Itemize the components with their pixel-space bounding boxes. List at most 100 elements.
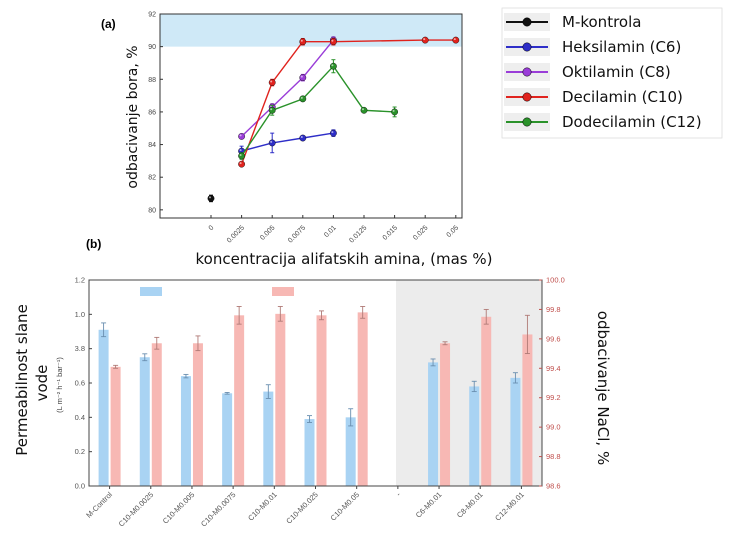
left-y-axis-label-line1: Permeabilnost slane [13,304,31,456]
data-point-highlight [239,153,242,156]
legend-entry: Dodecilamin (C12) [562,113,702,131]
data-point [238,160,246,168]
x-tick-label: C10-M0.025 [284,490,320,526]
right-tick-label: 98.6 [546,482,561,491]
x-tick-label: M-Control [84,490,114,520]
bar [139,357,150,486]
bar [180,376,191,486]
right-tick-label: 98.8 [546,452,561,461]
boron-rejection-chart: (a) 80 82 84 86 88 90 92 0 0.0025 0.005 0.0075 0.0… [101,7,723,268]
series-2 [238,129,337,157]
bar [275,313,286,486]
bar [428,362,439,486]
y-tick-label: 86 [148,109,156,116]
left-y-axis-ticks: 0.0 0.2 0.4 0.6 3.8 1.0 1.2 [75,276,92,491]
bar [316,315,327,486]
data-point-highlight [270,140,273,143]
data-point-highlight [239,149,242,152]
data-point [299,95,307,103]
data-point-highlight [239,134,242,137]
data-point-highlight [392,109,395,112]
series-5 [238,59,398,160]
data-point [268,106,276,114]
bar [263,391,274,486]
legend-marker [522,67,532,77]
legend-entry: M-kontrola [562,13,641,31]
x-tick-label: C10-M0.005 [161,490,197,526]
series-line [241,65,395,157]
x-tick-label: 0.005 [259,224,276,241]
left-tick-label: 0.6 [75,379,85,388]
x-tick-label: 0.0025 [226,224,246,244]
right-tick-label: 99.8 [546,305,561,314]
x-tick-label: C12-M0.01 [493,490,526,523]
right-tick-label: 99.4 [546,364,561,373]
data-point-highlight [331,39,334,42]
plot-a-frame [159,13,463,219]
left-y-axis-label-line2: vode [33,365,51,402]
data-point [391,108,398,116]
x-tick-label: 0.025 [412,224,429,241]
bar [222,393,233,486]
legend-swatches [140,287,294,296]
right-tick-label: 100.0 [546,276,565,285]
bar [469,386,480,486]
data-point-highlight [270,80,273,83]
data-point [299,74,307,82]
bar [110,366,121,486]
data-point-highlight [300,75,303,78]
legend-entry: Oktilamin (C8) [562,63,671,81]
x-tick-label: C10-M0.0075 [199,490,238,529]
x-tick-label: - [394,490,402,498]
left-tick-label: 1.2 [75,276,85,285]
data-point-highlight [239,162,242,165]
left-tick-label: 0.4 [75,413,85,422]
panel-b-label: (b) [86,237,101,251]
right-y-axis-label: odbacivanje NaCl, % [594,311,612,465]
x-tick-label: 0.0075 [287,224,307,244]
data-point [238,152,246,160]
legend-entry: Heksilamin (C6) [562,38,681,56]
data-point-highlight [331,131,334,134]
series-1 [207,194,215,203]
data-point [268,79,276,86]
data-point [452,36,460,44]
series-4 [238,36,460,168]
x-tick-label: C6-M0.01 [414,490,444,520]
data-point-highlight [270,108,273,111]
left-y-axis-unit: (L m⁻² h⁻¹ bar⁻¹) [55,357,64,413]
bar [98,329,109,486]
data-point-highlight [300,96,303,99]
data-point [329,129,337,137]
legend-marker [522,92,532,102]
legend-marker [522,17,532,27]
x-tick-label: C10-M0.01 [246,490,279,523]
right-tick-label: 99.0 [546,423,561,432]
data-point [207,195,215,202]
data-point [299,38,307,46]
legend: M-kontrola Heksilamin (C6) Oktilamin (C8) D… [501,7,723,139]
y-axis-ticks: 80 82 84 86 88 90 92 [148,12,163,214]
bar [481,316,492,486]
bar [304,419,315,486]
x-tick-label: 0.01 [323,224,338,239]
data-point [329,62,337,70]
legend-marker [522,117,532,127]
x-tick-label: 0.05 [446,224,461,239]
data-point [299,134,307,142]
legend-entry: Decilamin (C10) [562,88,683,106]
x-tick-label: 0.0125 [348,224,368,244]
series-line [240,39,456,165]
bar [522,334,533,486]
data-point-highlight [331,64,334,67]
legend-swatch-permeability [140,287,162,296]
series-line [241,39,334,137]
y-tick-label: 84 [148,142,156,149]
bar [357,312,368,486]
bar [510,377,521,486]
bar [192,343,203,486]
legend-marker [522,42,532,52]
data-point [421,36,429,44]
right-tick-label: 99.6 [546,334,561,343]
x-tick-label: 0 [208,224,216,232]
